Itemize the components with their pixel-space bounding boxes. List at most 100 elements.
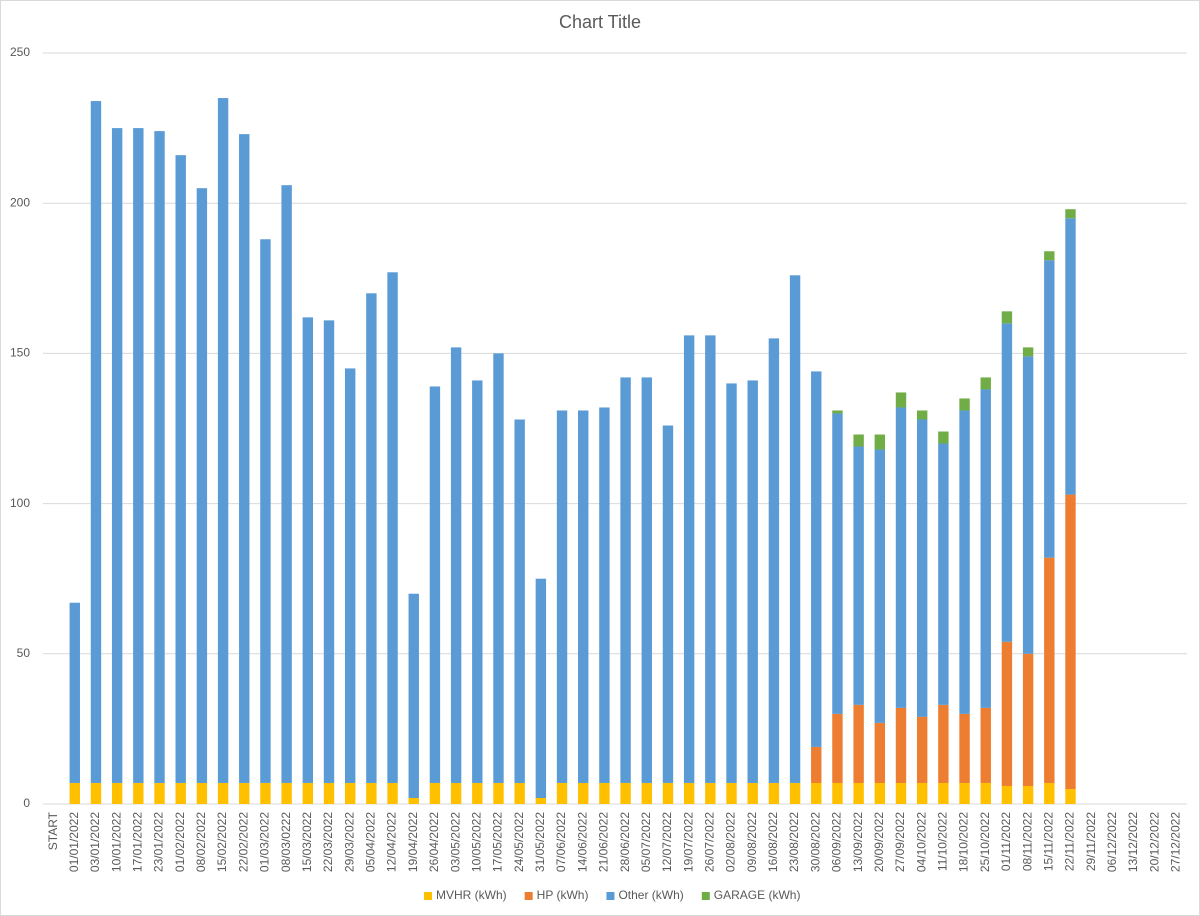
x-tick-label: 20/09/2022 — [872, 812, 886, 872]
bar-segment — [599, 407, 610, 783]
bar-segment — [323, 782, 335, 804]
bar-segment — [281, 782, 292, 804]
bar-segment — [1022, 356, 1034, 654]
x-tick-label: 30/08/2022 — [808, 812, 822, 872]
bar-segment — [493, 782, 504, 804]
x-tick-label: 26/04/2022 — [427, 812, 441, 872]
x-tick-label: 20/12/2022 — [1147, 812, 1161, 872]
bar-segment — [429, 386, 441, 783]
bar-segment — [472, 380, 483, 783]
bar-segment — [323, 320, 335, 783]
bar-segment — [789, 782, 801, 804]
bar-segment — [1001, 323, 1013, 642]
bar-segment — [811, 371, 822, 747]
bar-segment — [1065, 788, 1076, 804]
bar-segment — [1044, 557, 1055, 783]
bar-segment — [556, 782, 568, 804]
bar-segment — [895, 392, 907, 408]
bar-segment — [450, 782, 462, 804]
x-tick-label: 15/02/2022 — [215, 812, 229, 872]
bar-segment — [472, 782, 483, 804]
bar-segment — [69, 782, 80, 804]
x-tick-label: 28/06/2022 — [618, 812, 632, 872]
bar-segment — [959, 782, 970, 804]
legend-swatch — [701, 892, 710, 900]
x-tick-label: 15/03/2022 — [300, 812, 314, 872]
bar-segment — [514, 419, 525, 783]
y-tick-label: 250 — [10, 45, 30, 59]
x-tick-label: 27/09/2022 — [893, 812, 907, 872]
bar-segment — [1044, 782, 1055, 804]
bar-segment — [662, 782, 674, 804]
bar-segment — [1065, 209, 1076, 219]
x-tick-label: 23/08/2022 — [787, 812, 801, 872]
legend-label: Other (kWh) — [618, 888, 683, 902]
bar-segment — [1022, 785, 1034, 804]
bar-segment — [535, 578, 547, 798]
legend-label: MVHR (kWh) — [436, 888, 507, 902]
bar-segment — [217, 782, 229, 804]
bar-segment — [239, 782, 250, 804]
bar-segment — [853, 446, 864, 705]
y-tick-label: 200 — [10, 195, 30, 209]
bar-segment — [980, 389, 991, 708]
bar-segment — [239, 134, 250, 783]
bar-segment — [938, 443, 949, 705]
x-tick-label: 03/05/2022 — [448, 812, 462, 872]
bar-segment — [281, 185, 292, 783]
bar-segment — [705, 782, 716, 804]
x-tick-label: 16/08/2022 — [766, 812, 780, 872]
x-tick-label: 01/03/2022 — [258, 812, 272, 872]
x-tick-label: 25/10/2022 — [978, 812, 992, 872]
bar-segment — [980, 377, 991, 390]
bar-segment — [853, 704, 864, 783]
x-tick-label: 08/02/2022 — [194, 812, 208, 872]
y-tick-label: 100 — [10, 496, 30, 510]
bar-segment — [938, 704, 949, 783]
bar-segment — [916, 782, 928, 804]
x-tick-label: 02/08/2022 — [724, 812, 738, 872]
bar-segment — [133, 128, 144, 783]
y-tick-label: 150 — [10, 346, 30, 360]
x-tick-label: 18/10/2022 — [957, 812, 971, 872]
bar-segment — [154, 131, 165, 783]
bar-segment — [620, 377, 631, 783]
bar-segment — [1065, 218, 1076, 495]
x-tick-label: 05/07/2022 — [639, 812, 653, 872]
bar-segment — [916, 716, 928, 783]
x-tick-label: 19/04/2022 — [406, 812, 420, 872]
bar-segment — [1044, 251, 1055, 261]
x-tick-label: 10/05/2022 — [469, 812, 483, 872]
bar-segment — [980, 782, 991, 804]
bar-segment — [493, 353, 504, 783]
bar-segment — [959, 398, 970, 411]
bar-segment — [175, 782, 186, 804]
x-tick-label: 22/03/2022 — [321, 812, 335, 872]
bar-segment — [832, 782, 843, 804]
bar-segment — [641, 782, 652, 804]
bar-segment — [1044, 260, 1055, 558]
x-tick-label: 01/01/2022 — [67, 812, 81, 872]
bar-segment — [874, 782, 886, 804]
x-tick-label: 27/12/2022 — [1169, 812, 1183, 872]
bar-segment — [90, 101, 102, 783]
bar-segment — [832, 410, 843, 414]
bar-segment — [111, 128, 123, 783]
x-tick-label: 05/04/2022 — [364, 812, 378, 872]
x-tick-label: 22/02/2022 — [236, 812, 250, 872]
x-tick-label: START — [46, 811, 60, 850]
bar-segment — [811, 746, 822, 783]
bar-segment — [578, 410, 589, 783]
bar-segment — [366, 293, 377, 783]
bar-segment — [387, 782, 398, 804]
bar-segment — [874, 434, 886, 450]
bar-segment — [1065, 494, 1076, 789]
bar-segment — [832, 413, 843, 714]
bar-segment — [344, 782, 356, 804]
x-tick-label: 19/07/2022 — [681, 812, 695, 872]
x-tick-label: 08/11/2022 — [1020, 812, 1034, 871]
legend-label: HP (kWh) — [537, 888, 589, 902]
x-tick-label: 14/06/2022 — [575, 812, 589, 872]
x-tick-label: 26/07/2022 — [703, 812, 717, 872]
